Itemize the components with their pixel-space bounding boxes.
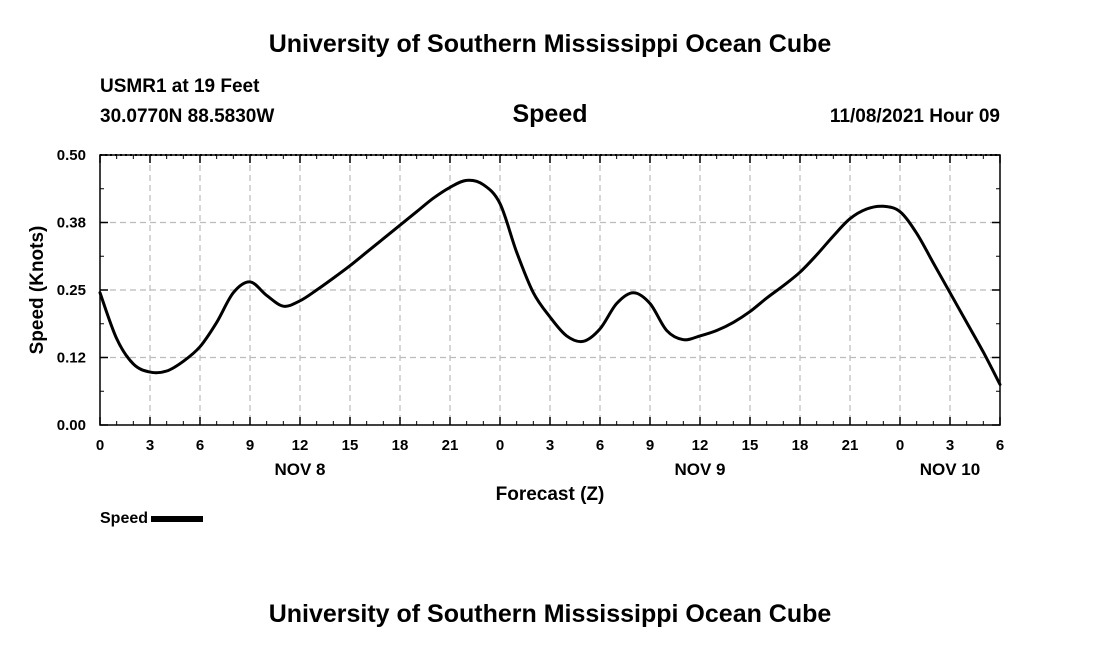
y-axis-title: Speed (Knots) — [27, 226, 48, 355]
y-tick-label: 0.50 — [57, 147, 86, 164]
datetime-label: 11/08/2021 Hour 09 — [829, 106, 1000, 127]
y-tick-label: 0.25 — [57, 282, 86, 299]
axis-labels: 0 3 6 9 12 15 18 21 0 3 6 9 12 15 18 21 0 3 6 0.00 0.12 0.25 0… — [57, 147, 1004, 479]
x-tick-label: 18 — [792, 437, 809, 454]
legend-label: Speed — [100, 510, 149, 527]
x-tick-label: 12 — [292, 437, 309, 454]
x-tick-label: 0 — [496, 437, 504, 454]
x-tick-label: 6 — [196, 437, 204, 454]
y-tick-label: 0.38 — [57, 215, 86, 232]
grid-lines — [100, 155, 1000, 425]
speed-chart: 0 3 6 9 12 15 18 21 0 3 6 9 12 15 18 21 0 3 6 0.00 0.12 0.25 0… — [27, 147, 1004, 505]
day-label: NOV 10 — [920, 460, 980, 479]
x-tick-label: 3 — [546, 437, 554, 454]
x-tick-label: 0 — [96, 437, 104, 454]
x-tick-label: 6 — [996, 437, 1004, 454]
x-tick-label: 21 — [442, 437, 459, 454]
day-label: NOV 8 — [274, 460, 325, 479]
footer-title: University of Southern Mississippi Ocean… — [268, 600, 832, 628]
y-tick-label: 0.00 — [57, 417, 86, 434]
x-tick-label: 6 — [596, 437, 604, 454]
coordinates-label: 30.0770N 88.5830W — [100, 106, 275, 127]
x-tick-label: 15 — [342, 437, 359, 454]
x-tick-label: 3 — [946, 437, 954, 454]
x-axis-title: Forecast (Z) — [496, 484, 605, 505]
parameter-title: Speed — [512, 100, 588, 128]
x-tick-label: 21 — [842, 437, 859, 454]
chart-title: University of Southern Mississippi Ocean… — [268, 30, 832, 58]
station-label: USMR1 at 19 Feet — [100, 76, 260, 97]
x-tick-label: 18 — [392, 437, 409, 454]
y-tick-label: 0.12 — [57, 350, 86, 367]
x-tick-label: 0 — [896, 437, 904, 454]
series-line-speed — [98, 178, 1002, 386]
legend: Speed — [100, 510, 204, 528]
day-label: NOV 9 — [674, 460, 725, 479]
x-tick-label: 9 — [246, 437, 254, 454]
x-tick-label: 15 — [742, 437, 759, 454]
legend-swatch — [151, 516, 204, 522]
x-tick-label: 3 — [146, 437, 154, 454]
x-tick-label: 9 — [646, 437, 654, 454]
x-tick-label: 12 — [692, 437, 709, 454]
